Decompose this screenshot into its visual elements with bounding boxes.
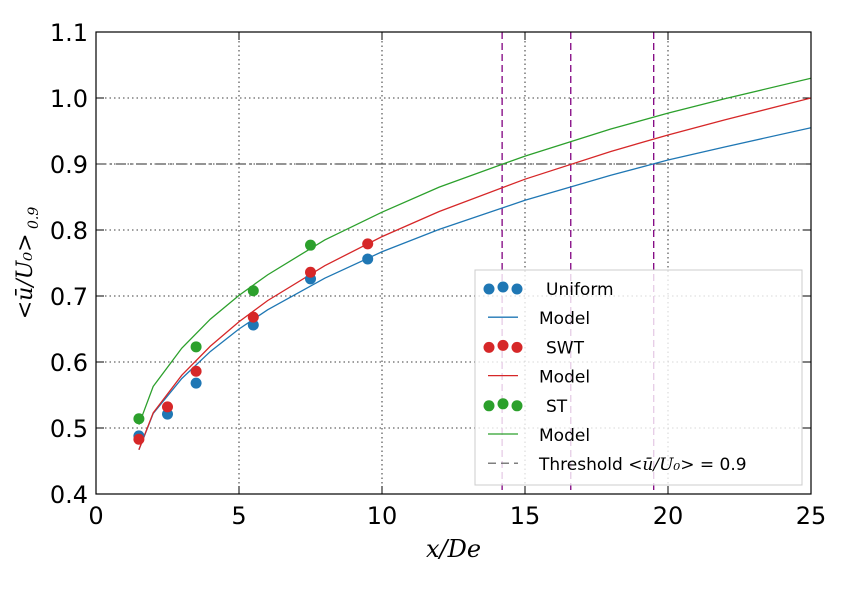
y-axis-label: <ū/U₀> 0.9 (13, 207, 42, 320)
legend-marker (483, 283, 495, 295)
data-point-swt (162, 401, 173, 413)
legend-marker (511, 400, 523, 412)
data-point-st (305, 239, 316, 251)
data-point-uniform (190, 377, 202, 389)
plot-area (96, 32, 811, 494)
legend-label: Model (539, 368, 590, 388)
x-tick-label: 15 (510, 502, 541, 530)
data-point-st (190, 341, 202, 353)
legend-marker (511, 341, 523, 353)
y-tick-label: 0.5 (50, 415, 88, 443)
data-point-swt (247, 311, 259, 323)
data-point-uniform (247, 319, 259, 331)
data-point-uniform (362, 253, 374, 265)
plot-frame (95, 31, 812, 495)
legend-label: Model (539, 426, 590, 446)
x-tick-label: 20 (653, 502, 684, 530)
model-line (138, 77, 811, 425)
data-point-swt (362, 238, 374, 250)
legend-marker (511, 283, 523, 295)
y-tick-label: 0.7 (50, 283, 88, 311)
x-axis-label: x/De (426, 535, 481, 563)
x-tick-label: 5 (231, 502, 246, 530)
model-line (138, 97, 811, 451)
y-axis-label-main: <ū/U₀> (13, 233, 38, 319)
y-tick-label: 0.6 (50, 349, 88, 377)
legend-label: SWT (546, 338, 585, 358)
y-tick-label: 0.4 (50, 481, 88, 509)
legend-marker (497, 339, 509, 351)
x-tick-label: 0 (88, 502, 103, 530)
legend-marker (483, 400, 495, 412)
legend-threshold-math: <ū/U₀> (628, 455, 694, 475)
y-axis-label-subscript: 0.9 (26, 207, 42, 234)
y-tick-label: 1.1 (50, 19, 88, 47)
legend (474, 269, 803, 486)
data-point-swt (133, 433, 145, 445)
legend-threshold-name: Threshold (538, 455, 628, 475)
data-point-st (247, 285, 259, 297)
y-tick-label: 1.0 (50, 85, 88, 113)
model-line (138, 127, 811, 451)
data-point-st (133, 413, 145, 425)
legend-threshold-value: = 0.9 (695, 455, 747, 475)
legend-marker (497, 281, 509, 293)
data-point-swt (305, 266, 316, 278)
legend-label: Model (539, 309, 590, 329)
legend-marker (483, 341, 495, 353)
legend-marker (497, 398, 509, 410)
data-point-swt (190, 365, 202, 377)
y-tick-label: 0.8 (50, 217, 88, 245)
legend-label: Uniform (546, 280, 614, 300)
legend-label: Threshold <ū/U₀> = 0.9 (538, 455, 747, 475)
x-tick-label: 25 (796, 502, 827, 530)
legend-label: ST (546, 397, 568, 417)
x-tick-label: 10 (367, 502, 398, 530)
y-tick-label: 0.9 (50, 151, 88, 179)
